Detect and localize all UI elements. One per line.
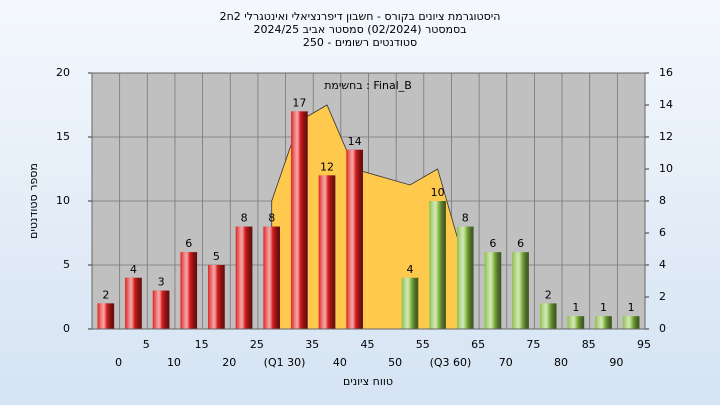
bar xyxy=(539,303,557,329)
x-tick-label: 75 xyxy=(526,338,540,351)
y2-tick-label: 6 xyxy=(659,226,666,239)
bar xyxy=(567,316,585,329)
value-label: 2 xyxy=(102,288,109,301)
x-tick-label: 65 xyxy=(471,338,485,351)
x-axis-label: טווח ציונים xyxy=(343,375,393,388)
plot-area xyxy=(91,72,646,330)
value-label: 8 xyxy=(462,212,469,225)
y-tick-label: 5 xyxy=(63,258,70,271)
chart-title: היסטוגרמת ציונים בקורס - חשבון דיפרנציאל… xyxy=(220,10,501,23)
y2-tick-label: 2 xyxy=(659,290,666,303)
y2-tick-label: 16 xyxy=(659,66,673,79)
bar xyxy=(291,111,308,330)
value-label: 8 xyxy=(268,212,275,225)
y2-tick-label: 10 xyxy=(659,162,673,175)
x-tick-label: 45 xyxy=(361,338,375,351)
x-tick-label: 80 xyxy=(554,356,568,369)
y-tick-label: 15 xyxy=(56,130,70,143)
x-tick-label: (Q1 30) xyxy=(264,356,306,369)
bar xyxy=(208,265,225,329)
bar xyxy=(346,149,363,329)
x-tick-label: 90 xyxy=(609,356,623,369)
y2-tick-label: 4 xyxy=(659,258,666,271)
bar xyxy=(125,277,142,329)
value-label: 4 xyxy=(406,263,413,276)
x-tick-label: 5 xyxy=(143,338,150,351)
x-tick-label: 20 xyxy=(222,356,236,369)
value-label: 10 xyxy=(431,186,445,199)
x-tick-label: 95 xyxy=(637,338,651,351)
y-tick-label: 10 xyxy=(56,194,70,207)
value-label: 5 xyxy=(213,250,220,263)
x-tick-label: 0 xyxy=(115,356,122,369)
y2-tick-label: 12 xyxy=(659,130,673,143)
bar xyxy=(152,290,170,329)
x-tick-label: 15 xyxy=(195,338,209,351)
y2-tick-label: 14 xyxy=(659,98,673,111)
bar xyxy=(318,175,336,329)
x-tick-label: 35 xyxy=(305,338,319,351)
x-tick-label: (Q3 60) xyxy=(430,356,472,369)
value-label: 8 xyxy=(241,212,248,225)
x-tick-label: 85 xyxy=(582,338,596,351)
x-tick-label: 55 xyxy=(416,338,430,351)
value-label: 6 xyxy=(185,237,192,250)
bar xyxy=(595,316,612,329)
bar xyxy=(263,226,281,329)
bar xyxy=(180,252,198,329)
value-label: 6 xyxy=(517,237,524,250)
bar xyxy=(512,252,529,329)
x-tick-label: 40 xyxy=(333,356,347,369)
bar xyxy=(401,277,419,329)
bar xyxy=(97,303,115,329)
value-label: 1 xyxy=(628,301,635,314)
chart-subtitle: בסמסטר (02/2024) סמסטר אביב 2024/25 xyxy=(253,23,466,36)
x-tick-label: 50 xyxy=(388,356,402,369)
bar xyxy=(622,316,640,329)
annotation: בחשימת : Final_B xyxy=(324,79,412,92)
y2-tick-label: 0 xyxy=(659,322,666,335)
y-tick-label: 20 xyxy=(56,66,70,79)
value-label: 1 xyxy=(600,301,607,314)
value-label: 14 xyxy=(348,135,362,148)
bar xyxy=(484,252,502,329)
y-tick-label: 0 xyxy=(63,322,70,335)
value-label: 4 xyxy=(130,263,137,276)
value-label: 17 xyxy=(292,96,306,109)
y-axis-label: מספר סטודנטים xyxy=(27,163,40,239)
x-tick-label: 10 xyxy=(167,356,181,369)
value-label: 3 xyxy=(158,276,165,289)
value-label: 6 xyxy=(489,237,496,250)
bar xyxy=(235,226,253,329)
value-label: 1 xyxy=(572,301,579,314)
x-tick-label: 70 xyxy=(499,356,513,369)
bar xyxy=(429,201,446,329)
x-tick-label: 25 xyxy=(250,338,264,351)
value-label: 12 xyxy=(320,160,334,173)
chart-subtitle: סטודנטים רשומים - 250 xyxy=(303,36,417,49)
y2-tick-label: 8 xyxy=(659,194,666,207)
bar xyxy=(456,226,474,329)
value-label: 2 xyxy=(545,288,552,301)
